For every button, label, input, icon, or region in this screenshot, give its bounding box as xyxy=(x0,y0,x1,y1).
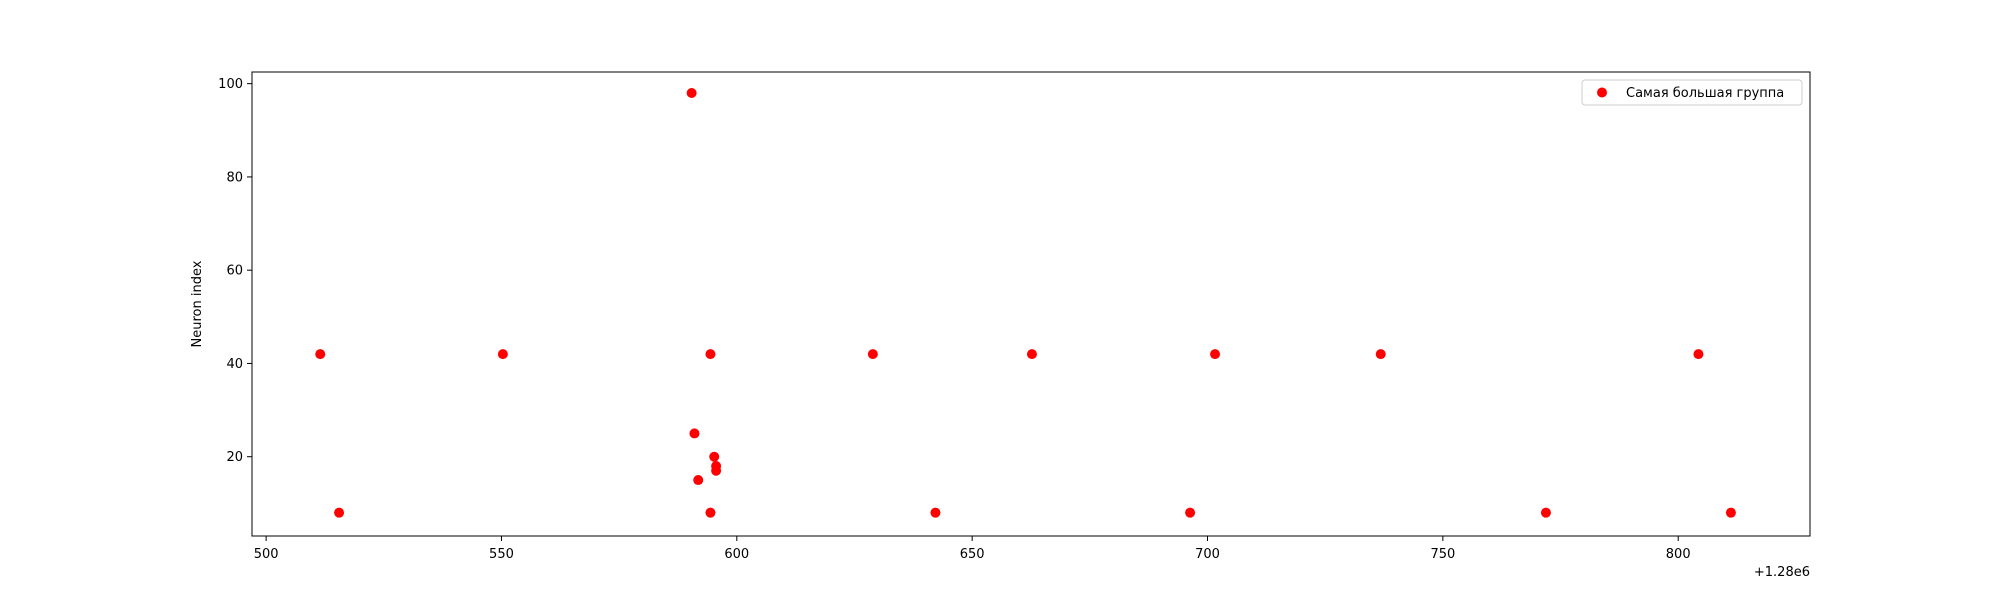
x-tick-label: 750 xyxy=(1430,547,1455,562)
legend-marker xyxy=(1597,87,1607,98)
y-tick-label: 100 xyxy=(218,77,243,92)
data-point xyxy=(1210,349,1221,360)
data-point xyxy=(711,465,722,476)
y-tick-label: 20 xyxy=(226,450,243,465)
y-axis-label: Neuron index xyxy=(190,260,205,347)
legend: Самая большая группа xyxy=(1581,79,1803,106)
data-point xyxy=(1540,507,1551,518)
data-point xyxy=(867,349,878,360)
x-tick-label: 650 xyxy=(960,547,985,562)
x-tick-label: 500 xyxy=(254,547,279,562)
x-tick-label: 700 xyxy=(1195,547,1220,562)
data-point xyxy=(705,349,716,360)
data-point xyxy=(1693,349,1704,360)
data-point xyxy=(1185,507,1196,518)
data-point xyxy=(315,349,326,360)
x-tick-label: 800 xyxy=(1666,547,1691,562)
data-point xyxy=(693,475,704,486)
legend-box xyxy=(1581,79,1803,106)
data-point xyxy=(1375,349,1386,360)
y-tick-label: 60 xyxy=(226,264,243,279)
data-point xyxy=(334,507,345,518)
x-axis-ticks: 500 550 600 650 700 750 800 xyxy=(254,536,1691,562)
data-point xyxy=(689,428,700,439)
data-point xyxy=(705,507,716,518)
data-point xyxy=(709,451,720,462)
data-point xyxy=(1725,507,1736,518)
y-tick-label: 40 xyxy=(226,357,243,372)
data-points xyxy=(315,87,1736,518)
data-point xyxy=(1026,349,1037,360)
x-tick-label: 600 xyxy=(724,547,749,562)
plot-area-frame xyxy=(251,71,1811,537)
legend-label: Самая большая группа xyxy=(1626,86,1784,101)
data-point xyxy=(930,507,941,518)
data-point xyxy=(686,87,697,98)
y-tick-label: 80 xyxy=(226,170,243,185)
x-tick-label: 550 xyxy=(489,547,514,562)
x-axis-offset-text: +1.28e6 xyxy=(1754,565,1810,580)
y-axis-ticks: 20 40 60 80 100 xyxy=(218,77,252,465)
data-point xyxy=(497,349,508,360)
